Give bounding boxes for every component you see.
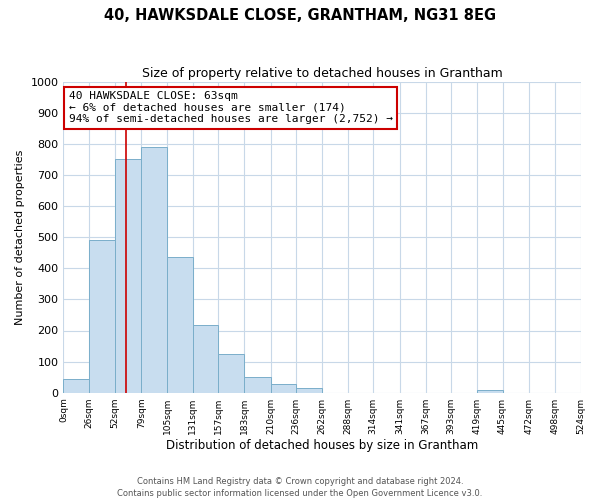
Bar <box>193 325 218 392</box>
Title: Size of property relative to detached houses in Grantham: Size of property relative to detached ho… <box>142 68 502 80</box>
Bar <box>271 384 296 392</box>
Bar <box>115 160 142 392</box>
Text: Contains public sector information licensed under the Open Government Licence v3: Contains public sector information licen… <box>118 489 482 498</box>
Text: 40, HAWKSDALE CLOSE, GRANTHAM, NG31 8EG: 40, HAWKSDALE CLOSE, GRANTHAM, NG31 8EG <box>104 8 496 22</box>
Bar <box>89 240 115 392</box>
Bar <box>218 354 244 393</box>
Y-axis label: Number of detached properties: Number of detached properties <box>15 150 25 325</box>
X-axis label: Distribution of detached houses by size in Grantham: Distribution of detached houses by size … <box>166 440 478 452</box>
Bar <box>167 258 193 392</box>
Bar <box>64 378 89 392</box>
Text: Contains HM Land Registry data © Crown copyright and database right 2024.: Contains HM Land Registry data © Crown c… <box>137 477 463 486</box>
Bar <box>244 376 271 392</box>
Bar <box>142 147 167 392</box>
Bar <box>296 388 322 392</box>
Bar <box>477 390 503 392</box>
Text: 40 HAWKSDALE CLOSE: 63sqm
← 6% of detached houses are smaller (174)
94% of semi-: 40 HAWKSDALE CLOSE: 63sqm ← 6% of detach… <box>68 91 392 124</box>
